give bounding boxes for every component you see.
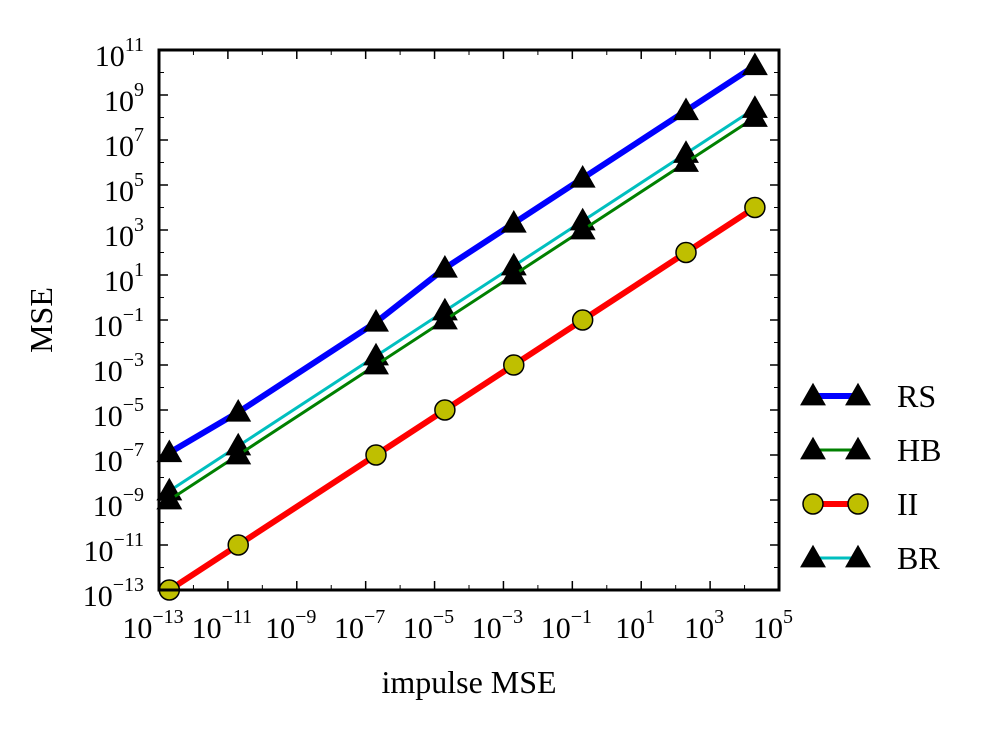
data-point-ii-3 <box>434 399 456 421</box>
data-point-hb-3 <box>431 306 458 330</box>
data-point-ii-2 <box>365 444 387 466</box>
plot-frame <box>157 48 781 592</box>
x-tick-label-0: 10−13 <box>122 606 183 645</box>
y-tick-label-12: 1011 <box>95 34 144 73</box>
series-ii <box>158 196 766 601</box>
data-point-rs-3 <box>431 254 458 278</box>
series-br <box>156 95 768 501</box>
tick-label-layer: 10−13 10−11 10−9 10−7 10−5 10−3 10−1 101 103 1051… <box>83 34 793 645</box>
x-tick-label-4: 10−5 <box>403 606 454 645</box>
data-point-rs-4 <box>500 209 527 233</box>
legend-marker-rs-1 <box>845 382 871 406</box>
legend-marker-br-0 <box>800 544 826 568</box>
y-tick-label-11: 109 <box>104 79 144 118</box>
data-point-rs-5 <box>569 164 596 188</box>
y-tick-label-4: 10−5 <box>93 394 144 433</box>
legend-marker-br-1 <box>845 544 871 568</box>
y-tick-label-2: 10−9 <box>93 484 144 523</box>
data-point-hb-4 <box>500 261 527 285</box>
data-point-hb-6 <box>673 149 699 172</box>
series-line-rs <box>167 63 757 456</box>
series-layer <box>156 52 768 601</box>
y-tick-label-5: 10−3 <box>93 349 144 388</box>
legend-marker-ii-0 <box>802 493 824 515</box>
legend-item-hb: HB <box>800 432 941 468</box>
x-tick-label-5: 10−3 <box>472 606 523 645</box>
data-point-rs-2 <box>363 308 389 332</box>
legend-label-ii: II <box>897 486 918 522</box>
x-tick-label-7: 101 <box>615 606 655 645</box>
legend-label-rs: RS <box>897 378 936 414</box>
x-tick-label-9: 105 <box>753 606 793 645</box>
data-point-ii-1 <box>227 534 249 556</box>
y-tick-label-7: 101 <box>104 259 144 298</box>
data-point-ii-4 <box>503 354 525 376</box>
x-tick-label-2: 10−9 <box>265 606 316 645</box>
data-point-ii-6 <box>675 241 697 264</box>
series-rs <box>156 52 768 463</box>
y-tick-label-1: 10−11 <box>83 529 144 568</box>
x-tick-label-1: 10−11 <box>192 606 253 645</box>
legend-label-br: BR <box>897 540 940 576</box>
y-tick-label-3: 10−7 <box>93 439 144 478</box>
data-point-ii-5 <box>571 309 594 331</box>
data-point-rs-1 <box>225 398 252 422</box>
data-point-hb-2 <box>363 351 389 375</box>
series-line-hb <box>168 116 756 502</box>
legend: RS HB II BR <box>800 378 941 576</box>
y-tick-label-0: 10−13 <box>83 574 144 613</box>
data-point-rs-6 <box>673 97 699 121</box>
data-point-hb-7 <box>741 104 768 127</box>
legend-marker-hb-1 <box>845 436 871 460</box>
x-tick-label-8: 103 <box>684 606 724 645</box>
series-line-ii <box>167 204 757 593</box>
x-tick-label-6: 10−1 <box>541 606 592 645</box>
x-axis-label: impulse MSE <box>381 664 556 700</box>
x-tick-label-3: 10−7 <box>334 606 385 645</box>
data-point-hb-1 <box>225 441 252 465</box>
y-axis-label: MSE <box>23 287 59 353</box>
data-point-rs-0 <box>156 439 183 463</box>
legend-item-rs: RS <box>800 378 936 414</box>
series-line-br <box>168 107 756 493</box>
data-point-rs-7 <box>741 52 768 76</box>
legend-marker-hb-0 <box>800 436 826 460</box>
legend-item-br: BR <box>800 540 940 576</box>
y-tick-label-8: 103 <box>104 214 144 253</box>
legend-marker-ii-1 <box>847 493 869 515</box>
data-point-ii-7 <box>744 196 766 219</box>
data-point-hb-0 <box>156 486 183 510</box>
legend-marker-rs-0 <box>800 382 826 406</box>
legend-item-ii: II <box>802 486 918 522</box>
y-tick-label-9: 105 <box>104 169 144 208</box>
series-hb <box>156 104 768 510</box>
y-tick-label-6: 10−1 <box>93 304 144 343</box>
tick-layer <box>158 49 780 591</box>
data-point-hb-5 <box>569 216 596 240</box>
y-tick-label-10: 107 <box>104 124 144 163</box>
legend-label-hb: HB <box>897 432 941 468</box>
